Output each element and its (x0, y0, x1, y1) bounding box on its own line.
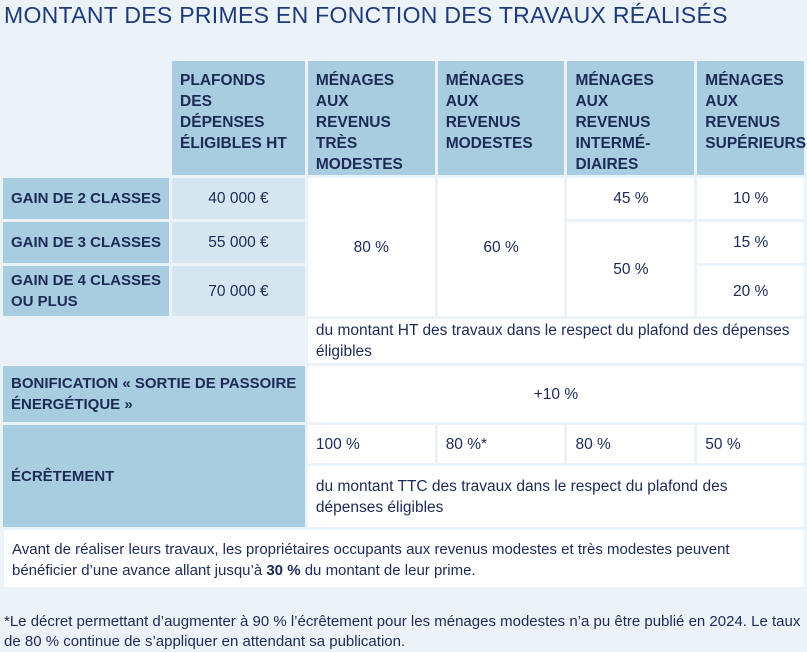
rate-superieurs-gain-2: 10 % (697, 178, 804, 219)
header-superieurs: MÉNAGES AUX REVENUS SUPÉRIEURS (697, 61, 806, 175)
advance-note-text: Avant de réaliser leurs travaux, les pro… (12, 541, 730, 579)
ecretement-note: du montant TTC des travaux dans le respe… (307, 466, 804, 527)
advance-note: Avant de réaliser leurs travaux, les pro… (4, 530, 804, 587)
rate-superieurs-gain-4: 20 % (697, 266, 804, 316)
header-corner (3, 61, 169, 175)
row-label-gain-3: GAIN DE 3 CLASSES (3, 222, 170, 263)
advance-note-end: du montant de leur prime. (300, 562, 476, 579)
rates-note-spacer (3, 319, 305, 363)
bonus-value: +10 % (307, 366, 804, 422)
ecretement-intermediaires: 80 % (567, 425, 695, 463)
ecretement-label: ÉCRÊTEMENT (3, 425, 305, 527)
rate-tres-modestes: 80 % (307, 178, 435, 316)
header-plafonds: PLAFONDS DES DÉPENSES ÉLIGIBLES HT (172, 61, 305, 175)
rate-intermediaires-gain-2: 45 % (567, 178, 695, 219)
ecretement-superieurs: 50 % (697, 425, 804, 463)
ceiling-gain-4: 70 000 € (172, 266, 305, 316)
rate-superieurs-gain-3: 15 % (697, 222, 804, 263)
footnote: *Le décret permettant d’augmenter à 90 %… (4, 613, 801, 650)
header-intermediaires: MÉNAGES AUX REVENUS INTERMÉ- DIAIRES (567, 61, 695, 175)
row-label-gain-4: GAIN DE 4 CLASSES OU PLUS (3, 266, 170, 316)
ceiling-gain-3: 55 000 € (172, 222, 305, 263)
premium-table-container: PLAFONDS DES DÉPENSES ÉLIGIBLES HT MÉNAG… (0, 58, 807, 530)
ecretement-tres-modestes: 100 % (307, 425, 435, 463)
ceiling-gain-2: 40 000 € (172, 178, 305, 219)
row-label-gain-2: GAIN DE 2 CLASSES (3, 178, 170, 219)
header-tres-modestes: MÉNAGES AUX REVENUS TRÈS MODESTES (307, 61, 435, 175)
ecretement-modestes: 80 %* (437, 425, 565, 463)
rates-note: du montant HT des travaux dans le respec… (307, 319, 804, 363)
advance-note-highlight: 30 % (266, 562, 301, 579)
bonus-label: BONIFICATION « SORTIE DE PASSOIRE ÉNERGÉ… (3, 366, 305, 422)
header-modestes: MÉNAGES AUX REVENUS MODESTES (437, 61, 565, 175)
page-title: MONTANT DES PRIMES EN FONCTION DES TRAVA… (4, 2, 728, 28)
rate-modestes: 60 % (437, 178, 565, 316)
premium-table: PLAFONDS DES DÉPENSES ÉLIGIBLES HT MÉNAG… (0, 58, 807, 530)
rate-intermediaires-gain-3-4: 50 % (567, 222, 695, 316)
